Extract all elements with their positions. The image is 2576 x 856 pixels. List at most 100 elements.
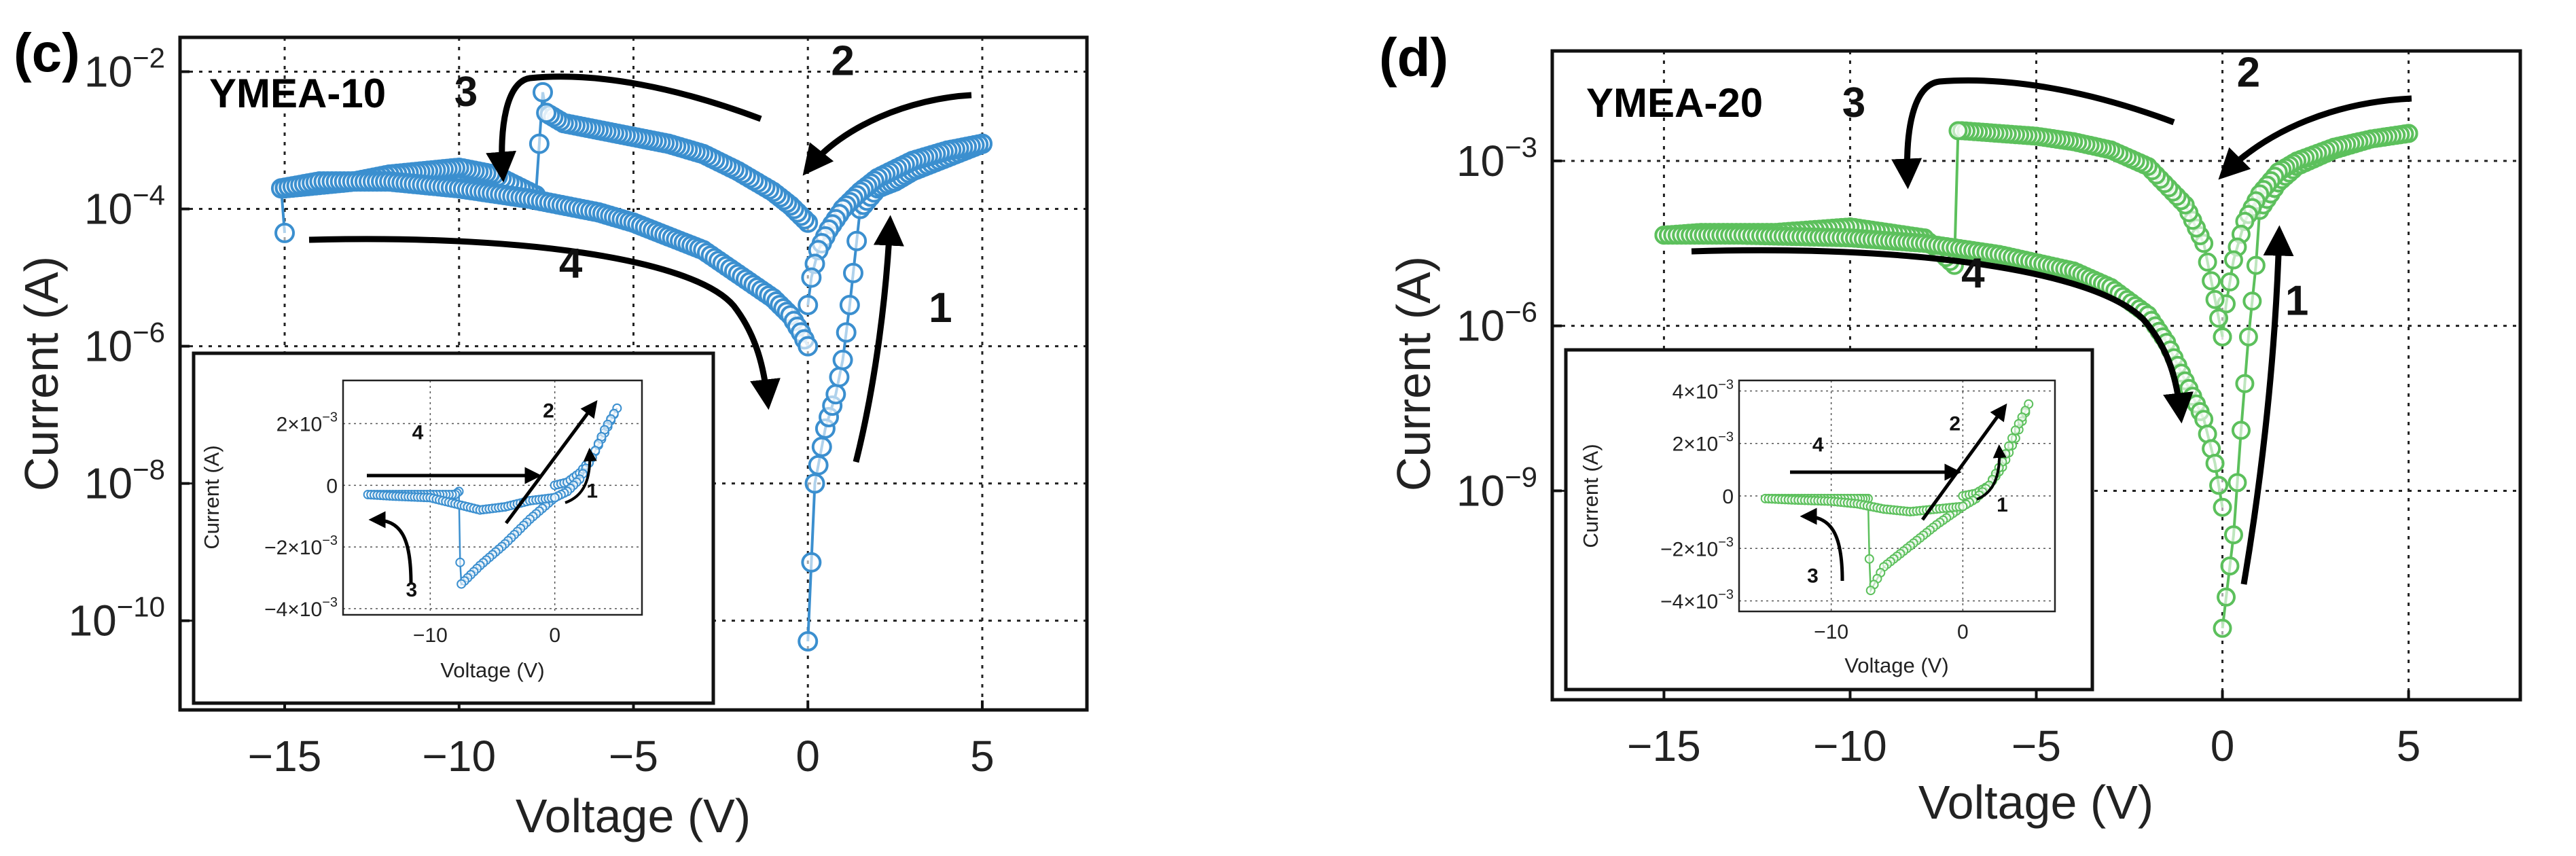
data-point — [2223, 250, 2243, 270]
inset-sweep-number-2: 2 — [1949, 412, 1961, 435]
inset-y-tick-mantissa: 2×10 — [276, 414, 323, 436]
x-tick-label: −15 — [1627, 721, 1701, 770]
x-tick-label: 0 — [2211, 721, 2235, 770]
data-point — [846, 230, 867, 251]
inset-arrow-1 — [565, 448, 597, 504]
inset-y-tick-mantissa: −2×10 — [1660, 538, 1718, 560]
data-point — [2228, 473, 2247, 493]
inset-y-tick-exponent: −3 — [322, 410, 338, 425]
y-tick-exponent: −3 — [1505, 131, 1537, 163]
inset-y-tick-exponent: −3 — [322, 533, 338, 548]
inset-data-point — [2004, 441, 2014, 451]
inset-y-tick-mantissa: −4×10 — [264, 599, 322, 621]
data-point — [801, 267, 822, 288]
data-point — [804, 473, 825, 494]
y-tick-exponent: −8 — [132, 454, 165, 486]
inset-data-point — [1958, 501, 1968, 512]
inset-y-axis-title: Current (A) — [1579, 444, 1603, 548]
inset-y-tick-label: −4×10−3 — [1660, 588, 1734, 613]
inset-data-point — [550, 493, 560, 503]
y-tick-exponent: −6 — [132, 317, 165, 349]
inset-y-tick-exponent: −3 — [1718, 430, 1734, 445]
data-point — [798, 336, 819, 357]
inset-y-tick-label: −2×10−3 — [264, 533, 338, 559]
series-group — [1654, 121, 2418, 638]
inset-sweep-number-3: 3 — [406, 579, 417, 601]
data-point — [2246, 255, 2266, 275]
sweep-number-2: 2 — [2237, 50, 2260, 96]
data-point — [2238, 327, 2258, 346]
inset-arrow-3 — [1800, 507, 1844, 582]
inset-y-axis-title: Current (A) — [200, 445, 223, 549]
sweep-number-3: 3 — [1842, 79, 1865, 126]
sample-label: YMEA-10 — [209, 71, 386, 116]
inset-y-tick-exponent: −3 — [1718, 535, 1734, 550]
inset-y-tick-label: 2×10−3 — [1672, 430, 1734, 456]
inset-data-point — [2010, 425, 2020, 435]
x-tick-label: −5 — [2011, 721, 2061, 770]
inset-arrow-2 — [1920, 403, 2007, 521]
inset-arrow-group — [1790, 403, 2007, 582]
inset-x-axis-title: Voltage (V) — [1844, 654, 1948, 677]
y-tick-group: 10−210−410−610−810−10 — [69, 42, 190, 645]
y-tick-exponent: −6 — [1505, 296, 1537, 328]
sweep-number-1: 1 — [2285, 277, 2308, 324]
inset-sweep-number-2: 2 — [543, 399, 554, 422]
series-2 — [2213, 124, 2418, 346]
inset-y-tick-label: 0 — [326, 475, 338, 497]
inset-plot-frame — [1738, 379, 2056, 613]
data-point — [2217, 587, 2236, 607]
arrow-sweep-3 — [486, 73, 762, 183]
annotation-group: 1 2 3 4 — [454, 38, 952, 332]
inset-data-point — [2007, 433, 2018, 443]
arrow-sweep-1 — [853, 215, 904, 463]
inset-data-point — [457, 579, 467, 589]
inset-x-tick-group: −10 0 — [1814, 621, 1969, 643]
arrow-sweep-4 — [308, 236, 781, 410]
inset-x-tick-label: −10 — [1814, 621, 1848, 643]
inset-y-tick-mantissa: −2×10 — [264, 537, 322, 559]
arrow-sweep-2 — [802, 92, 972, 176]
data-point — [842, 262, 863, 283]
y-tick-base: 10 — [84, 185, 132, 234]
data-point — [2235, 374, 2255, 393]
y-tick-base: 10 — [1456, 137, 1505, 185]
y-tick-label: 10−2 — [84, 42, 165, 96]
x-tick-label: 5 — [2397, 721, 2421, 770]
data-point — [798, 294, 819, 315]
sweep-number-1: 1 — [929, 285, 952, 332]
x-tick-group: −15 −10 −5 0 5 — [248, 700, 995, 781]
inset-sweep-number-4: 4 — [412, 421, 424, 444]
y-tick-label: 10−6 — [1456, 296, 1537, 351]
inset-sweep-number-3: 3 — [1807, 565, 1819, 588]
inset-arrow-1 — [1976, 444, 2007, 501]
inset-y-tick-exponent: −3 — [1718, 588, 1734, 603]
y-tick-base: 10 — [1456, 466, 1505, 515]
inset-x-tick-label: −10 — [413, 624, 448, 647]
data-point — [2202, 271, 2221, 291]
inset-frame — [192, 351, 715, 705]
inset-x-tick-group: −10 0 — [413, 624, 560, 647]
y-tick-group: 10−310−610−9 — [1456, 131, 1562, 515]
sample-label: YMEA-20 — [1586, 80, 1763, 126]
inset-arrow-3 — [368, 511, 413, 585]
y-tick-label: 10−4 — [84, 179, 165, 234]
x-tick-label: −10 — [1813, 721, 1887, 770]
inset-y-tick-mantissa: 2×10 — [1672, 433, 1719, 456]
y-tick-exponent: −2 — [132, 42, 165, 74]
inset-y-tick-exponent: −3 — [1718, 377, 1734, 392]
data-point — [832, 349, 853, 370]
data-point — [2242, 291, 2262, 311]
inset-x-tick-label: 0 — [549, 624, 560, 647]
data-point — [829, 367, 850, 388]
inset-y-tick-label: −4×10−3 — [264, 595, 338, 621]
data-point — [2209, 308, 2229, 328]
data-point — [2205, 453, 2225, 473]
series-4 — [270, 171, 819, 357]
x-axis-title: Voltage (V) — [1918, 776, 2153, 829]
inset-x-axis-title: Voltage (V) — [440, 658, 544, 682]
y-tick-exponent: −10 — [117, 591, 165, 623]
y-axis-title: Current (A) — [15, 256, 68, 491]
